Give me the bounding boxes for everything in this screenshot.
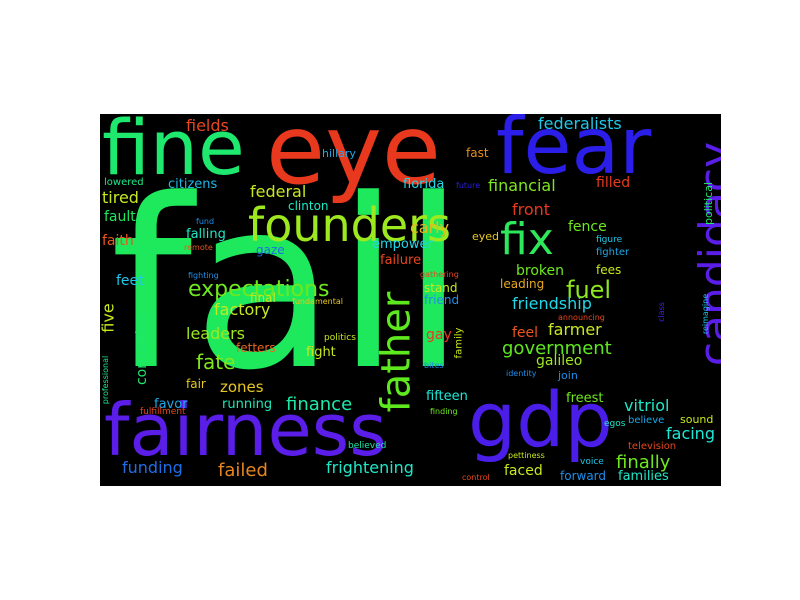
word-running: running: [222, 397, 273, 412]
word-final: final: [250, 291, 276, 305]
word-political: political: [702, 181, 716, 226]
word-broken: broken: [516, 263, 564, 279]
word-zones: zones: [220, 378, 264, 396]
word-believe: believe: [628, 415, 665, 426]
word-farmer: farmer: [548, 320, 602, 339]
word-remote: remote: [184, 243, 213, 252]
word-clinton: clinton: [288, 199, 329, 213]
word-identity: identity: [506, 369, 537, 378]
word-citizens: citizens: [168, 177, 218, 192]
word-announcing: announcing: [558, 313, 605, 322]
word-falling: falling: [186, 227, 226, 242]
word-fetters: fetters: [236, 341, 276, 355]
word-gdp: gdp: [468, 375, 613, 464]
word-leaders: leaders: [186, 324, 246, 343]
word-finance: finance: [286, 394, 353, 415]
word-fighting: fighting: [188, 271, 219, 280]
word-class: class: [656, 302, 666, 322]
word-fundamental: fundamental: [292, 297, 343, 306]
word-fighter: fighter: [596, 247, 630, 258]
word-egos: egos: [604, 419, 626, 429]
word-financial: financial: [488, 176, 556, 195]
word-sound: sound: [680, 413, 714, 426]
word-leading: leading: [500, 277, 545, 291]
word-fault: fault: [104, 209, 136, 225]
word-politics: politics: [324, 333, 356, 343]
word-cloud-words: fail eye fear fine fairness gdp founders…: [100, 114, 721, 486]
word-fix: fix: [500, 214, 554, 265]
word-fine: fine: [102, 114, 245, 192]
word-fence: fence: [568, 219, 607, 235]
word-eyed: eyed: [472, 230, 500, 243]
word-feel: feel: [512, 325, 539, 341]
word-fees: fees: [596, 263, 622, 277]
word-facing: facing: [666, 424, 715, 443]
word-tired: tired: [102, 188, 139, 207]
word-fight: fight: [306, 345, 336, 360]
word-factory: factory: [214, 300, 271, 319]
word-fifteen: fifteen: [426, 389, 468, 404]
word-vitriol: vitriol: [624, 396, 670, 415]
word-forward: forward: [560, 469, 607, 483]
word-pettiness: pettiness: [508, 451, 545, 460]
word-cloud: fail eye fear fine fairness gdp founders…: [100, 114, 721, 486]
word-friendship: friendship: [512, 294, 592, 313]
word-gathering: gathering: [420, 270, 459, 279]
word-government: government: [502, 338, 612, 359]
word-fulfillment: fulfillment: [140, 407, 186, 417]
word-founders: founders: [248, 198, 452, 252]
word-fair: fair: [186, 377, 206, 391]
word-eye: eye: [266, 114, 441, 206]
word-frightening: frightening: [326, 458, 414, 477]
word-funding: funding: [122, 458, 183, 477]
word-front: front: [512, 200, 551, 219]
word-failed: failed: [218, 460, 268, 481]
word-fuel: fuel: [566, 276, 612, 304]
word-fairness: fairness: [104, 388, 387, 472]
word-expectations: expectations: [188, 277, 330, 302]
word-faced: faced: [504, 463, 543, 479]
word-federal: federal: [250, 182, 307, 201]
word-fields: fields: [186, 116, 229, 135]
word-join: join: [558, 369, 578, 382]
word-voice: voice: [580, 457, 604, 467]
word-faith: faith: [102, 233, 134, 249]
word-father: father: [373, 291, 420, 413]
word-empower: empower: [372, 237, 433, 252]
word-family: family: [453, 327, 465, 359]
word-five: five: [100, 303, 118, 333]
word-finding: finding: [430, 407, 458, 416]
word-control: control: [462, 473, 490, 482]
word-hillary: hillary: [322, 147, 356, 160]
word-galileo: galileo: [536, 353, 583, 369]
word-finally: finally: [616, 452, 671, 473]
word-fund: fund: [196, 217, 215, 226]
word-lowered: lowered: [104, 177, 144, 188]
word-carly: carly: [410, 218, 450, 237]
word-freest: freest: [566, 391, 604, 406]
word-stand: stand: [424, 281, 458, 295]
word-figure: figure: [596, 235, 623, 245]
word-federalists: federalists: [538, 114, 622, 133]
word-failure: failure: [380, 253, 422, 268]
word-future: future: [456, 181, 481, 190]
word-corruption: corruption: [134, 312, 151, 386]
word-feet: feet: [116, 273, 144, 289]
word-families: families: [618, 469, 669, 484]
word-fail: fail: [110, 150, 466, 422]
word-gay: gay: [426, 327, 452, 343]
word-fate: fate: [196, 350, 236, 374]
word-filled: filled: [596, 175, 631, 191]
word-favor: favor: [154, 397, 188, 412]
word-television: television: [628, 441, 677, 452]
word-florida: florida: [403, 177, 445, 192]
word-gaze: gaze: [256, 243, 285, 257]
word-professional: professional: [101, 355, 111, 405]
word-reimagine: reimagine: [701, 293, 711, 335]
word-bites: bites: [424, 361, 444, 370]
word-fear: fear: [496, 114, 652, 192]
word-fast: fast: [466, 146, 489, 160]
word-friend: friend: [424, 293, 460, 307]
word-believed: believed: [348, 441, 387, 451]
